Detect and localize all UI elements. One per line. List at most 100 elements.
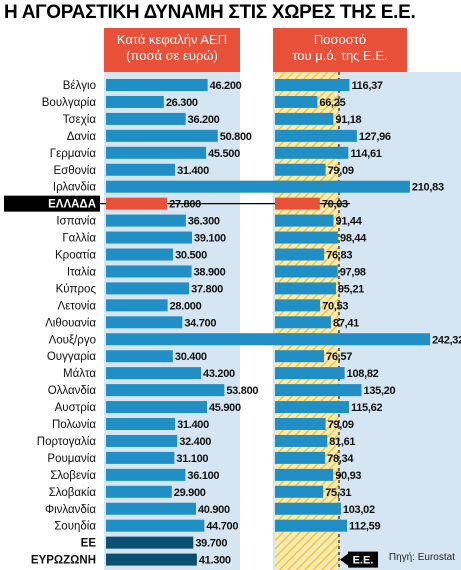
pct-value-label: 112,59 — [349, 521, 380, 533]
country-label: Γερμανία — [50, 148, 97, 160]
gdp-bar — [106, 163, 176, 176]
pct-value-label: 108,82 — [347, 368, 379, 380]
gdp-value-label: 53.800 — [226, 385, 258, 397]
gdp-bar — [106, 367, 202, 380]
country-label: Ρουμανία — [47, 453, 96, 465]
pct-bar — [275, 146, 349, 159]
country-label: Κροατία — [55, 250, 96, 262]
gdp-value-label: 43.200 — [203, 368, 235, 380]
gdp-bar — [106, 418, 176, 430]
gdp-value-label: 40.900 — [198, 504, 230, 516]
gdp-value-label: 31.400 — [177, 165, 209, 177]
country-label: Πολωνία — [52, 419, 96, 431]
gdp-value-label: 32.400 — [179, 436, 211, 448]
pct-bar — [275, 333, 431, 346]
pct-value-label: 127,96 — [359, 131, 391, 143]
country-label: Μάλτα — [63, 368, 96, 380]
gdp-value-label: 31.100 — [176, 453, 208, 465]
gdp-bar — [106, 316, 183, 329]
pct-value-label: 116,37 — [351, 80, 382, 92]
pct-value-label: 81,61 — [329, 436, 355, 448]
country-label: Αυστρία — [55, 402, 97, 414]
pct-bar — [275, 231, 339, 244]
pct-bar — [275, 468, 334, 481]
pct-header: Ποσοστό του μ.ό. της Ε.Ε. — [273, 28, 407, 72]
pct-value-label: 114,61 — [350, 148, 381, 160]
country-label: Ισπανία — [56, 216, 96, 228]
gdp-bar — [106, 79, 208, 91]
gdp-bar — [106, 282, 190, 295]
pct-value-label: 79,09 — [328, 419, 354, 431]
country-label: Γαλλία — [62, 233, 96, 245]
gdp-bar — [106, 434, 178, 447]
country-label: Σλοβενία — [50, 470, 96, 482]
pct-value-label: 79,09 — [328, 165, 354, 177]
gdp-value-label: 28.000 — [170, 300, 202, 312]
gdp-bar — [106, 350, 173, 363]
gdp-value-label: 30.400 — [175, 351, 207, 363]
pct-header-title: Ποσοστό — [313, 32, 367, 47]
pct-bar — [275, 180, 410, 193]
country-label: Λετονία — [57, 300, 96, 312]
pct-bar — [275, 197, 320, 210]
country-label: Λιθουανία — [45, 317, 96, 329]
gdp-value-label: 46.200 — [210, 80, 242, 92]
gdp-bar — [106, 401, 207, 414]
pct-value-label: 242,32 — [432, 334, 461, 346]
pct-bar — [275, 265, 338, 278]
pct-bar — [275, 502, 341, 515]
gdp-value-label: 29.900 — [174, 487, 206, 499]
country-label: Ολλανδία — [48, 385, 97, 397]
pct-bar — [275, 79, 350, 91]
country-label: Βέλγιο — [63, 80, 96, 92]
country-label: Ιταλία — [67, 266, 97, 278]
pct-bar — [275, 451, 326, 464]
gdp-value-label: 36.300 — [188, 216, 220, 228]
gdp-header-title: Κατά κεφαλήν ΑΕΠ — [116, 32, 228, 47]
gdp-bar — [106, 146, 207, 159]
gdp-value-label: 37.800 — [191, 283, 223, 295]
pct-bar — [275, 316, 331, 329]
gdp-value-label: 36.100 — [187, 470, 219, 482]
pct-bar — [275, 282, 336, 295]
chart-title: Η ΑΓΟΡΑΣΤΙΚΗ ΔΥΝΑΜΗ ΣΤΙΣ ΧΩΡΕΣ ΤΗΣ Ε.Ε. — [4, 2, 416, 23]
gdp-bar — [106, 384, 225, 397]
gdp-bar — [106, 197, 168, 210]
eu-arrow-icon — [340, 553, 348, 566]
gdp-bar — [106, 248, 174, 261]
pct-bar — [275, 214, 334, 227]
country-label: Τσεχία — [63, 114, 97, 126]
country-label: ΕΛΛΑΔΑ — [48, 199, 96, 211]
country-label: Ουγγαρία — [47, 351, 96, 363]
gdp-bar — [106, 112, 186, 125]
pct-value-label: 97,98 — [340, 266, 366, 278]
country-label: ΕΥΡΩΖΩΝΗ — [31, 555, 96, 567]
country-label: Ιρλανδία — [53, 182, 96, 194]
gdp-value-label: 39.700 — [195, 538, 227, 550]
pct-value-label: 115,62 — [351, 402, 382, 414]
pct-bar — [275, 95, 318, 108]
pct-value-label: 103,02 — [343, 504, 375, 516]
pct-value-label: 76,57 — [326, 351, 352, 363]
country-label: ΕΕ — [81, 538, 97, 550]
pct-bar — [275, 299, 321, 312]
pct-value-label: 135,20 — [364, 385, 396, 397]
eu-label-box — [348, 551, 378, 568]
pct-value-label: 76,83 — [326, 250, 352, 262]
pct-value-label: 75,31 — [325, 487, 351, 499]
pct-bar — [275, 384, 362, 397]
gdp-bar — [106, 180, 291, 193]
gdp-value-label: 27.800 — [169, 199, 201, 211]
eu-reference-label: Ε.Ε. — [353, 555, 374, 567]
gdp-value-label: 44.700 — [206, 521, 238, 533]
pct-value-label: 95,21 — [338, 283, 364, 295]
country-label: Εσθονία — [53, 165, 96, 177]
gdp-value-label: 26.300 — [166, 97, 198, 109]
pct-bar — [275, 350, 325, 363]
gdp-value-label: 34.700 — [184, 317, 216, 329]
pct-value-label: 78,34 — [327, 453, 354, 465]
pct-header-subtitle: του μ.ό. της Ε.Ε. — [292, 48, 388, 63]
gdp-value-label: 39.100 — [194, 233, 226, 245]
country-label: Σουηδία — [54, 521, 96, 533]
